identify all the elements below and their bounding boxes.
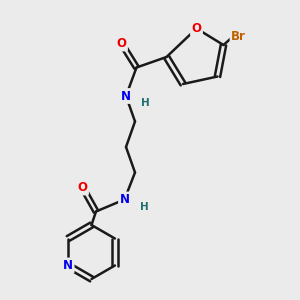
Text: N: N [119, 193, 130, 206]
Text: N: N [63, 259, 73, 272]
Text: N: N [121, 89, 131, 103]
Text: O: O [77, 181, 88, 194]
Text: H: H [141, 98, 150, 109]
Text: O: O [191, 22, 202, 35]
Text: O: O [116, 37, 127, 50]
Text: Br: Br [231, 29, 246, 43]
Text: H: H [140, 202, 148, 212]
